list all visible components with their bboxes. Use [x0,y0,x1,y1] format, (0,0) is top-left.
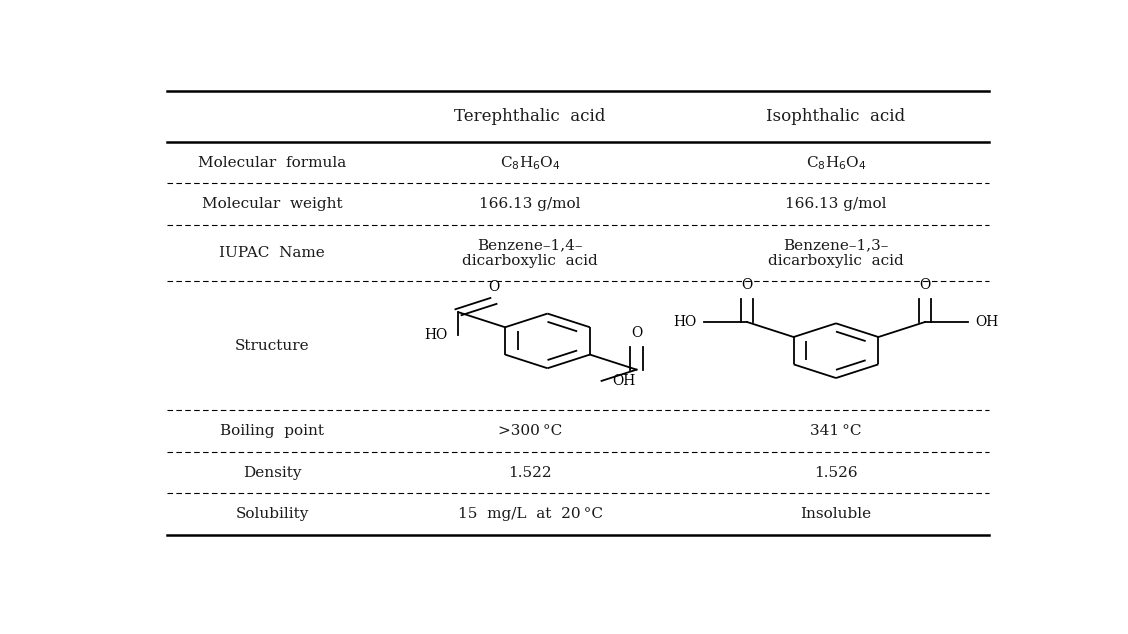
Text: O: O [741,278,752,292]
Text: Terephthalic  acid: Terephthalic acid [455,108,606,125]
Text: C$_8$H$_6$O$_4$: C$_8$H$_6$O$_4$ [500,154,561,172]
Text: HO: HO [673,315,697,329]
Text: Boiling  point: Boiling point [220,424,324,438]
Text: O: O [487,280,499,294]
Text: HO: HO [425,328,448,342]
Text: Benzene–1,3–
dicarboxylic  acid: Benzene–1,3– dicarboxylic acid [768,238,904,268]
Text: 15  mg/L  at  20 °C: 15 mg/L at 20 °C [458,507,602,521]
Text: 1.526: 1.526 [814,466,857,480]
Text: Benzene–1,4–
dicarboxylic  acid: Benzene–1,4– dicarboxylic acid [462,238,598,268]
Text: C$_8$H$_6$O$_4$: C$_8$H$_6$O$_4$ [805,154,866,172]
Text: Molecular  weight: Molecular weight [202,197,343,211]
Text: 166.13 g/mol: 166.13 g/mol [785,197,887,211]
Text: Solubility: Solubility [236,507,309,521]
Text: 341 °C: 341 °C [810,424,862,438]
Text: 166.13 g/mol: 166.13 g/mol [479,197,581,211]
Text: Molecular  formula: Molecular formula [199,156,346,170]
Text: 1.522: 1.522 [509,466,552,480]
Text: Isophthalic  acid: Isophthalic acid [766,108,906,125]
Text: O: O [631,326,642,340]
Text: O: O [919,278,931,292]
Text: Structure: Structure [235,339,309,353]
Text: IUPAC  Name: IUPAC Name [219,246,325,260]
Text: OH: OH [975,315,998,329]
Text: Insoluble: Insoluble [801,507,872,521]
Text: OH: OH [613,374,635,388]
Text: >300 °C: >300 °C [497,424,562,438]
Text: Density: Density [243,466,301,480]
